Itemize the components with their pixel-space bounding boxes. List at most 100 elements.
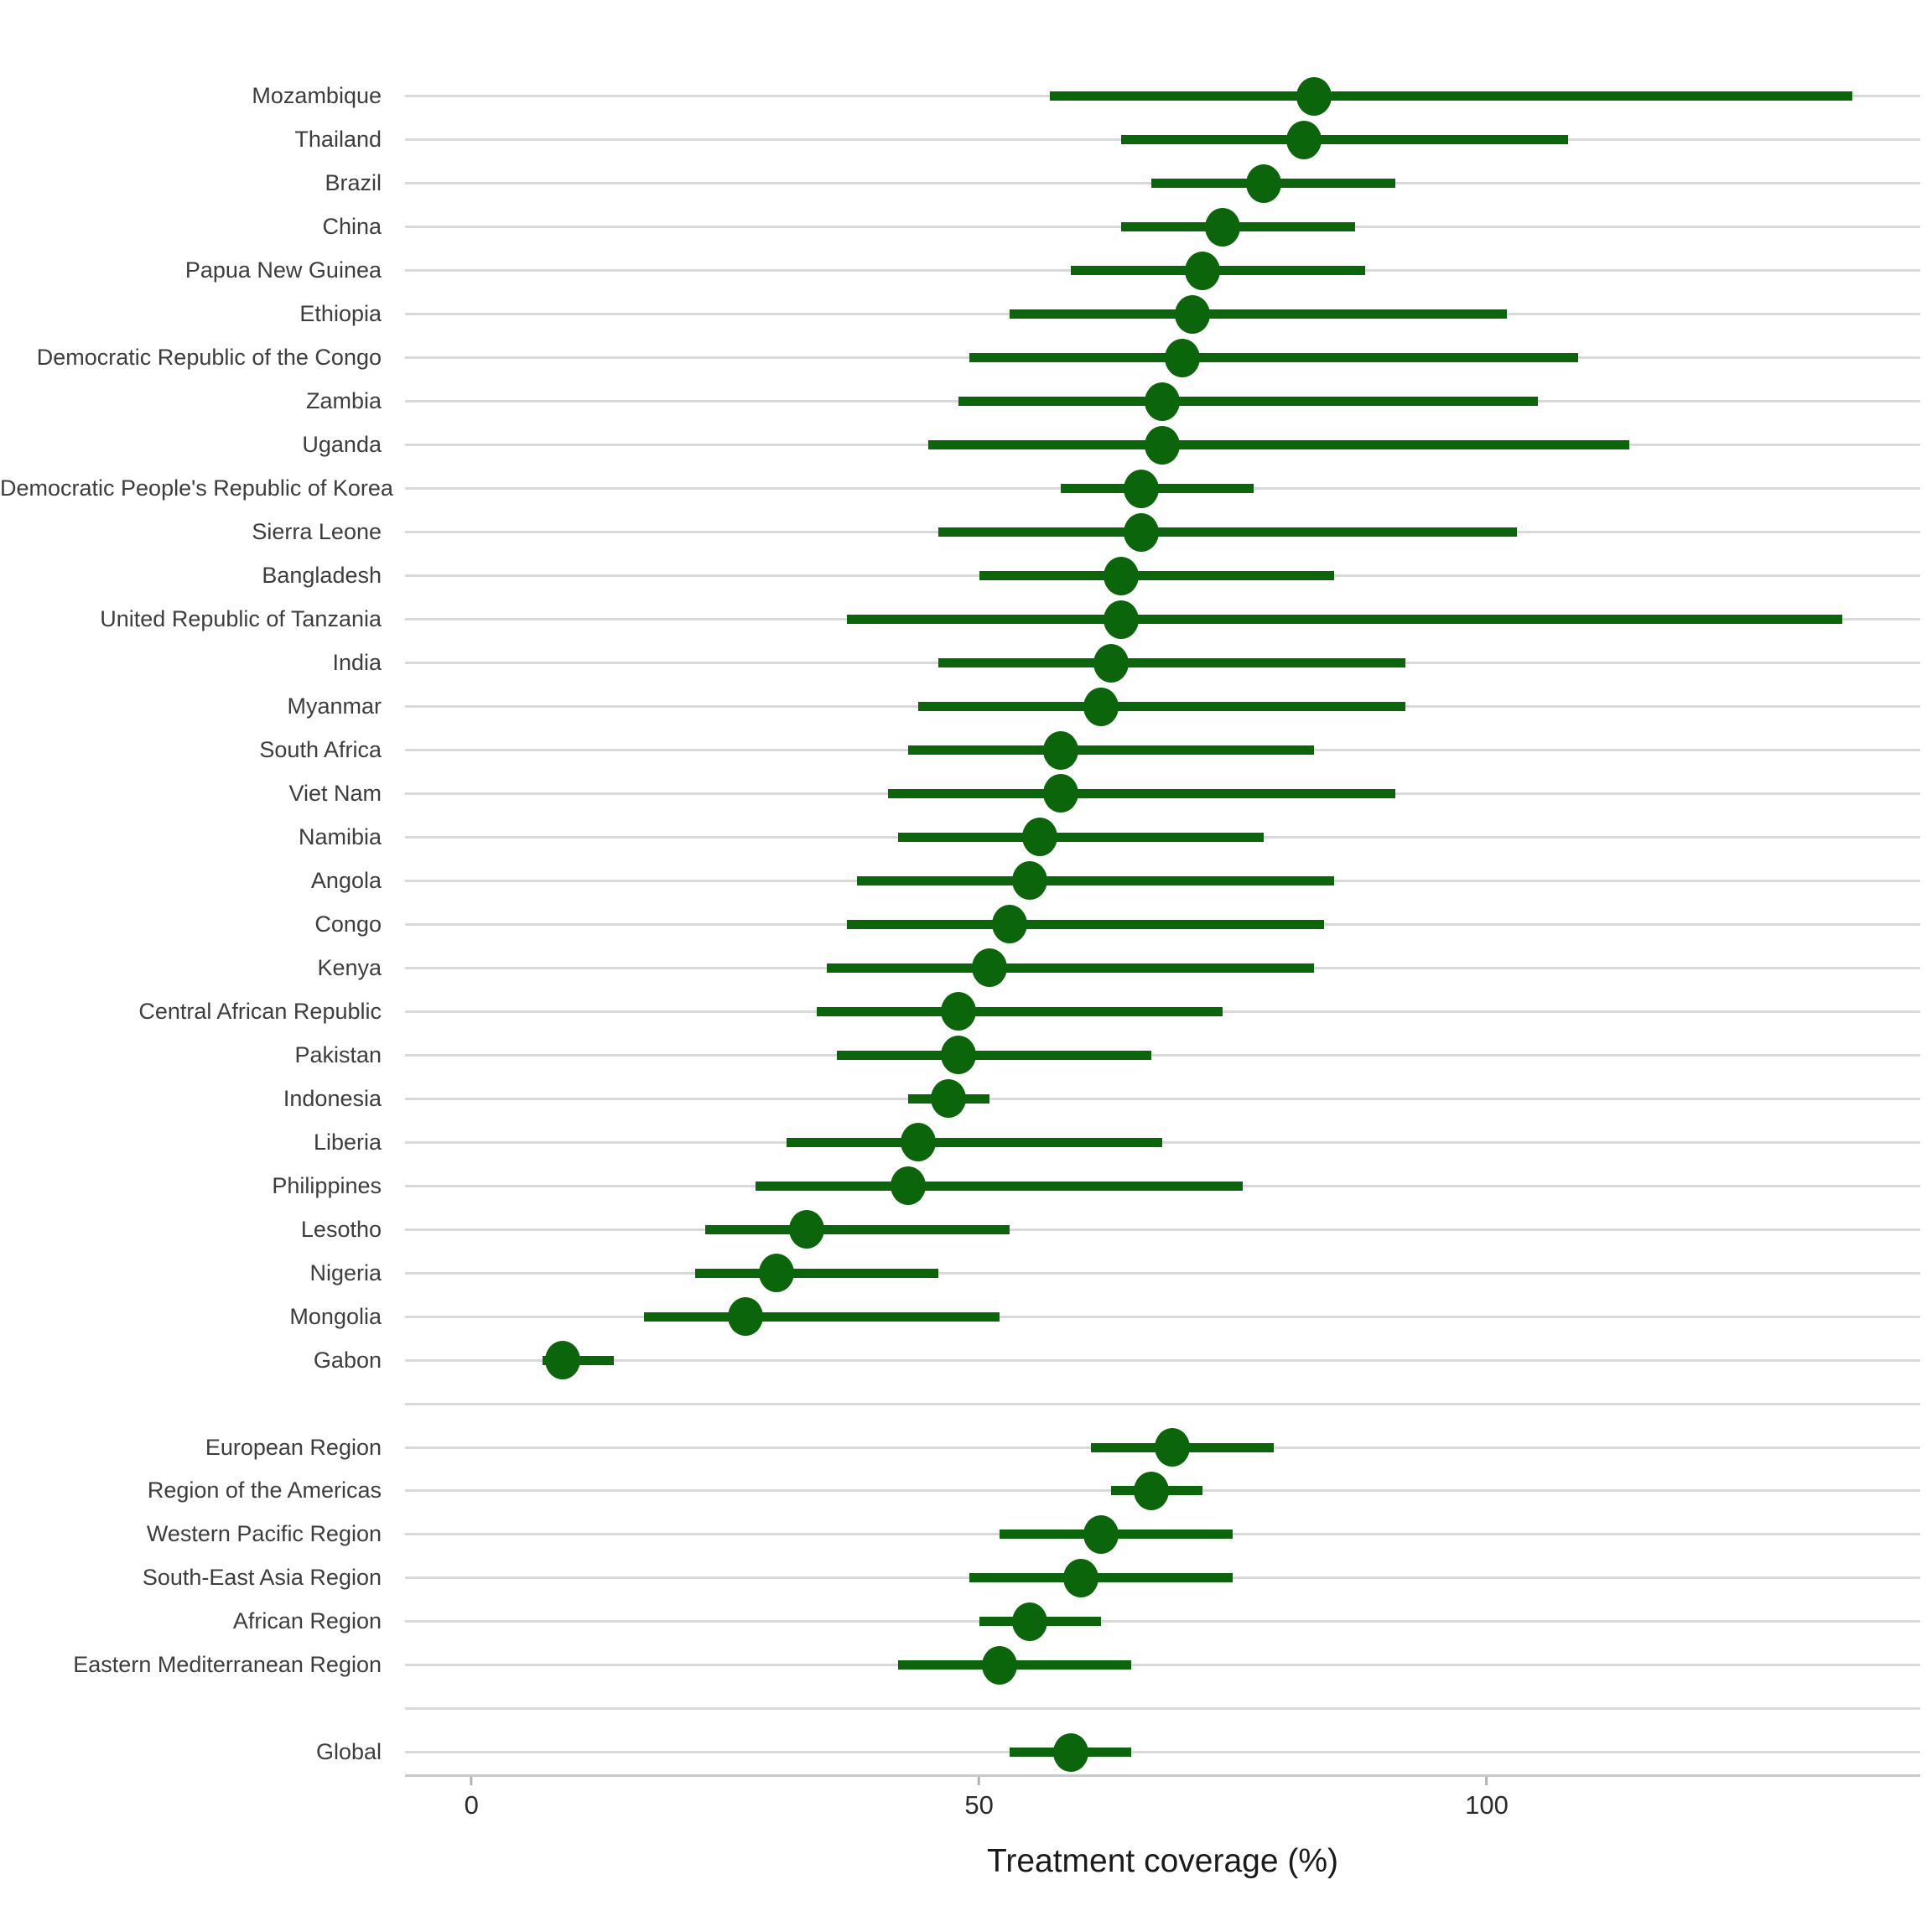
confidence-interval-bar bbox=[857, 875, 1335, 886]
row-label: Pakistan bbox=[294, 1041, 382, 1067]
row-label: Western Pacific Region bbox=[146, 1521, 382, 1547]
confidence-interval-bar bbox=[704, 1224, 1010, 1234]
chart-row: Mozambique bbox=[0, 75, 1920, 118]
chart-row: Thailand bbox=[0, 118, 1920, 162]
row-label: Ethiopia bbox=[299, 301, 382, 327]
row-label: Sierra Leone bbox=[252, 519, 382, 545]
chart-row: South Africa bbox=[0, 729, 1920, 772]
confidence-interval-bar bbox=[1009, 309, 1508, 319]
row-label: South Africa bbox=[259, 737, 382, 763]
confidence-interval-bar bbox=[786, 1137, 1162, 1147]
row-gridline bbox=[405, 1620, 1920, 1623]
chart-row: Gabon bbox=[0, 1338, 1920, 1382]
chart-row: United Republic of Tanzania bbox=[0, 598, 1920, 641]
row-label: Eastern Mediterranean Region bbox=[73, 1652, 382, 1678]
row-plot-area bbox=[405, 423, 1920, 467]
confidence-interval-bar bbox=[756, 1181, 1244, 1191]
row-label: Central African Republic bbox=[138, 998, 382, 1024]
confidence-interval-bar bbox=[969, 353, 1578, 363]
chart-row: Zambia bbox=[0, 380, 1920, 423]
row-plot-area bbox=[405, 641, 1920, 685]
row-plot-area bbox=[405, 293, 1920, 336]
point-estimate-dot bbox=[1083, 1514, 1119, 1554]
point-estimate-dot bbox=[981, 1645, 1017, 1685]
row-plot-area bbox=[405, 380, 1920, 423]
row-gridline bbox=[405, 1097, 1920, 1100]
row-gridline bbox=[405, 1271, 1920, 1275]
point-estimate-dot bbox=[991, 905, 1027, 944]
x-tick-label: 100 bbox=[1465, 1790, 1509, 1820]
point-estimate-dot bbox=[1062, 1558, 1098, 1597]
point-estimate-dot bbox=[788, 1210, 824, 1249]
chart-row: Philippines bbox=[0, 1164, 1920, 1208]
point-estimate-dot bbox=[1296, 76, 1332, 116]
row-plot-area bbox=[405, 902, 1920, 946]
row-plot-area bbox=[405, 1338, 1920, 1382]
chart-row: Viet Nam bbox=[0, 772, 1920, 816]
row-label: Myanmar bbox=[287, 693, 382, 719]
x-tick-label: 0 bbox=[464, 1790, 479, 1820]
confidence-interval-bar bbox=[938, 658, 1406, 668]
row-label: Namibia bbox=[298, 823, 382, 849]
row-label: China bbox=[322, 214, 382, 240]
point-estimate-dot bbox=[1124, 512, 1160, 552]
spacer-row bbox=[0, 1687, 1920, 1731]
row-plot-area bbox=[405, 1469, 1920, 1513]
row-label: South-East Asia Region bbox=[142, 1565, 382, 1591]
confidence-interval-bar bbox=[887, 788, 1396, 798]
x-tick-mark bbox=[470, 1777, 473, 1785]
point-estimate-dot bbox=[1185, 251, 1221, 290]
chart-row: Brazil bbox=[0, 162, 1920, 205]
row-gridline bbox=[405, 1358, 1920, 1362]
confidence-interval-bar bbox=[979, 571, 1335, 581]
chart-row: African Region bbox=[0, 1600, 1920, 1644]
row-plot-area bbox=[405, 1120, 1920, 1164]
x-axis-title: Treatment coverage (%) bbox=[986, 1843, 1339, 1879]
confidence-interval-bar bbox=[928, 440, 1629, 450]
row-plot-area bbox=[405, 1382, 1920, 1426]
chart-row: China bbox=[0, 205, 1920, 249]
row-label: Indonesia bbox=[283, 1085, 382, 1111]
point-estimate-dot bbox=[1093, 643, 1130, 683]
point-estimate-dot bbox=[1012, 861, 1048, 901]
confidence-interval-bar bbox=[918, 702, 1406, 712]
chart-row: Indonesia bbox=[0, 1077, 1920, 1120]
x-tick-mark bbox=[1485, 1777, 1488, 1785]
point-estimate-dot bbox=[758, 1254, 794, 1293]
row-label: Congo bbox=[314, 911, 382, 937]
row-gridline bbox=[405, 1315, 1920, 1318]
row-plot-area bbox=[405, 859, 1920, 902]
chart-row: Uganda bbox=[0, 423, 1920, 467]
row-plot-area bbox=[405, 1208, 1920, 1251]
plot-rows: Mozambique Thailand Brazil China Papua New G… bbox=[0, 75, 1920, 1774]
row-plot-area bbox=[405, 467, 1920, 511]
row-gridline bbox=[405, 1751, 1920, 1754]
row-plot-area bbox=[405, 1600, 1920, 1644]
chart-row: Western Pacific Region bbox=[0, 1513, 1920, 1556]
row-plot-area bbox=[405, 511, 1920, 554]
point-estimate-dot bbox=[1134, 1471, 1170, 1510]
chart-row: Kenya bbox=[0, 946, 1920, 989]
chart-row: South-East Asia Region bbox=[0, 1556, 1920, 1600]
row-label: Kenya bbox=[317, 954, 382, 980]
chart-row: Nigeria bbox=[0, 1251, 1920, 1295]
x-axis-line bbox=[405, 1774, 1920, 1777]
confidence-interval-bar bbox=[827, 963, 1315, 973]
row-label: Gabon bbox=[313, 1347, 382, 1373]
confidence-interval-bar bbox=[1050, 91, 1852, 101]
point-estimate-dot bbox=[901, 1123, 937, 1162]
row-label: India bbox=[332, 650, 382, 676]
point-estimate-dot bbox=[1042, 774, 1078, 813]
point-estimate-dot bbox=[1144, 425, 1180, 465]
row-label: Lesotho bbox=[300, 1216, 382, 1242]
row-plot-area bbox=[405, 1033, 1920, 1077]
chart-row: Lesotho bbox=[0, 1208, 1920, 1251]
row-gridline bbox=[405, 1664, 1920, 1667]
point-estimate-dot bbox=[1286, 120, 1322, 159]
row-label: African Region bbox=[232, 1608, 382, 1634]
chart-row: Namibia bbox=[0, 815, 1920, 859]
chart-row: Ethiopia bbox=[0, 293, 1920, 336]
row-label: European Region bbox=[205, 1434, 382, 1460]
row-label: Philippines bbox=[272, 1172, 382, 1198]
row-label: Democratic People's Republic of Korea bbox=[0, 475, 393, 501]
